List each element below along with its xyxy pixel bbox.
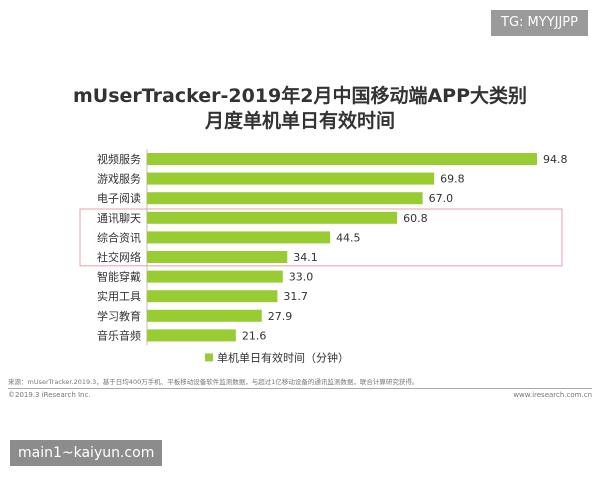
- value-label: 67.0: [429, 192, 454, 205]
- value-label: 21.6: [242, 329, 267, 342]
- value-label: 31.7: [283, 290, 308, 303]
- bar: [147, 270, 283, 283]
- bar: [147, 251, 288, 263]
- bar: [147, 309, 262, 322]
- category-label: 综合资讯: [97, 230, 141, 244]
- bar: [147, 211, 398, 224]
- value-label: 34.1: [293, 251, 318, 264]
- watermark-label: main1~kaiyun.com: [10, 440, 163, 466]
- bar: [147, 153, 537, 165]
- chart-title: mUserTracker-2019年2月中国移动端APP大类别 月度单机单日有效…: [0, 84, 600, 134]
- value-label: 69.8: [440, 173, 465, 186]
- bar: [147, 172, 435, 185]
- category-label: 游戏服务: [97, 173, 141, 186]
- bar: [147, 192, 423, 205]
- highlight-box: [79, 208, 563, 267]
- category-label: 学习教育: [97, 309, 141, 323]
- chart-title-line2: 月度单机单日有效时间: [204, 110, 395, 132]
- legend-swatch: [205, 353, 213, 362]
- footer-copyright: ©2019.3 iResearch Inc.: [8, 391, 91, 399]
- category-label: 社交网络: [97, 250, 141, 264]
- footer-site-link[interactable]: www.iresearch.com.cn: [513, 391, 592, 399]
- category-label: 电子阅读: [97, 191, 141, 205]
- bar: [147, 329, 236, 342]
- corner-tag: TG: MYYJJPP: [491, 10, 588, 36]
- bar-chart: 视频服务 94.8 游戏服务 69.8 电子阅读 67.0 通讯聊天 60.8 综合资讯 44.5…: [79, 149, 568, 364]
- value-label: 33.0: [289, 271, 314, 284]
- value-label: 94.8: [543, 153, 568, 166]
- legend-label: 单机单日有效时间（分钟）: [217, 350, 349, 364]
- category-label: 实用工具: [97, 289, 141, 303]
- category-label: 音乐音频: [97, 328, 141, 342]
- chart-title-line1: mUserTracker-2019年2月中国移动端APP大类别: [72, 85, 528, 107]
- category-label: 通讯聊天: [97, 211, 141, 225]
- value-label: 27.9: [268, 310, 293, 323]
- bar: [147, 290, 278, 303]
- footer-source: 来源：mUserTracker.2019.3，基于日均400万手机、平板移动设备…: [8, 378, 419, 386]
- footer-divider: [8, 388, 592, 389]
- bar: [147, 231, 331, 244]
- category-label: 视频服务: [97, 152, 141, 166]
- value-label: 60.8: [403, 212, 428, 225]
- category-label: 智能穿戴: [97, 270, 141, 284]
- value-label: 44.5: [336, 231, 361, 244]
